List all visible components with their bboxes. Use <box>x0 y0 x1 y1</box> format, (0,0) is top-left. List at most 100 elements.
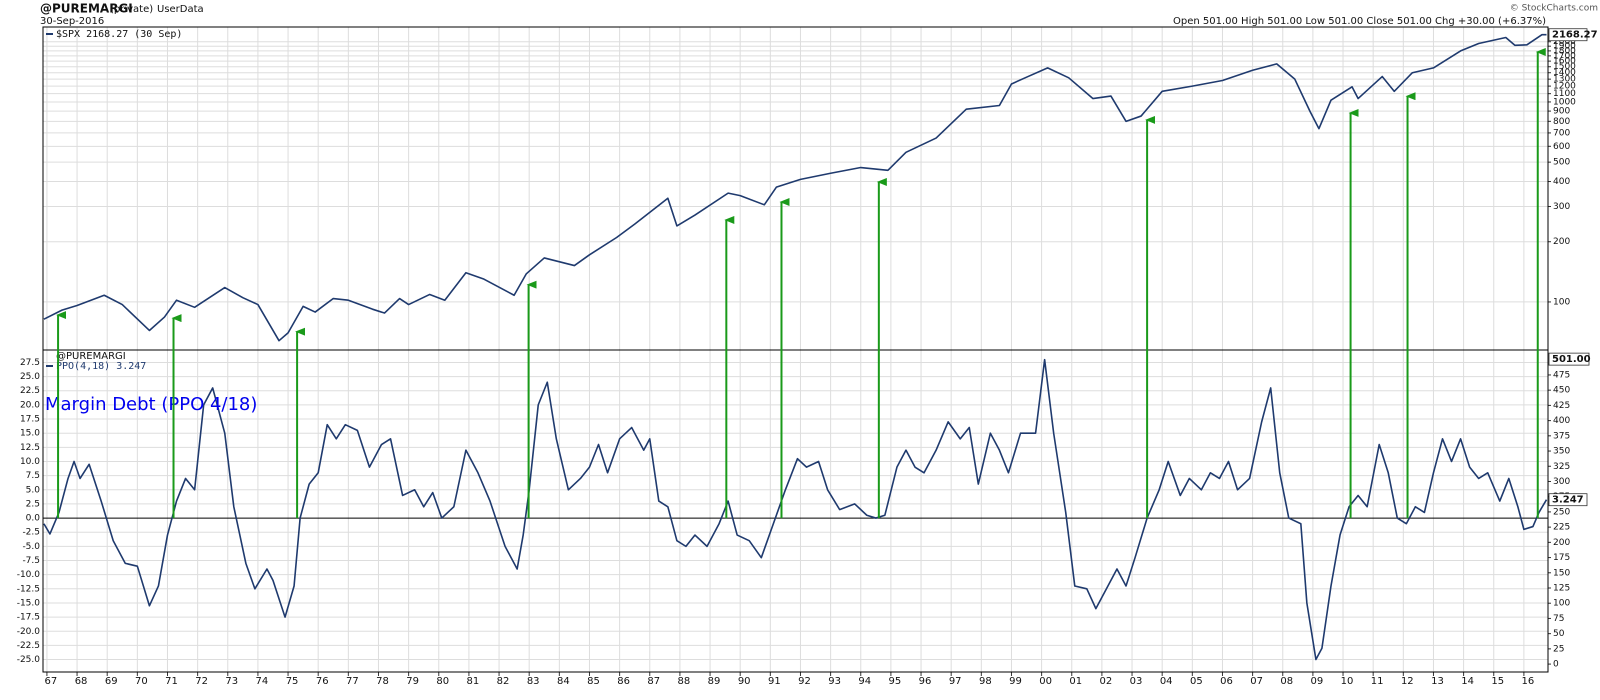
y2-tick-label: 450 <box>1553 386 1570 396</box>
y2-tick-label: 200 <box>1553 538 1570 548</box>
y2-tick-label: 100 <box>1553 599 1570 609</box>
x-tick-label: 15 <box>1491 676 1504 687</box>
x-tick-label: 85 <box>587 676 600 687</box>
y-tick-label: 400 <box>1553 177 1570 187</box>
symbol: @PUREMARGI <box>40 2 133 16</box>
x-tick-label: 93 <box>828 676 841 687</box>
x-tick-label: 92 <box>798 676 811 687</box>
x-tick-label: 72 <box>195 676 208 687</box>
legend: $SPX 2168.27 (30 Sep) <box>56 29 182 40</box>
y2-tick-label: 225 <box>1553 523 1570 533</box>
y2-tick-label: 375 <box>1553 431 1570 441</box>
y-tick-label: 2000 <box>1553 37 1576 47</box>
y-tick-label: 1300 <box>1553 75 1576 85</box>
x-tick-label: 04 <box>1160 676 1173 687</box>
y2-tick-label: 300 <box>1553 477 1570 487</box>
y-tick-label: 100 <box>1553 297 1570 307</box>
x-tick-label: 10 <box>1341 676 1354 687</box>
y-tick-label: 22.5 <box>20 386 40 396</box>
y-tick-label: 900 <box>1553 107 1570 117</box>
x-tick-label: 81 <box>467 676 480 687</box>
x-tick-label: 03 <box>1130 676 1143 687</box>
panel-title: @PUREMARGI <box>56 351 126 362</box>
y2-tick-label: 475 <box>1553 370 1570 380</box>
x-tick-label: 11 <box>1371 676 1384 687</box>
x-tick-label: 83 <box>527 676 540 687</box>
y-tick-label: 7.5 <box>26 471 40 481</box>
x-tick-label: 67 <box>45 676 58 687</box>
y-tick-label: 25.0 <box>20 372 40 382</box>
x-tick-label: 13 <box>1431 676 1444 687</box>
x-tick-label: 94 <box>858 676 871 687</box>
x-tick-label: 82 <box>497 676 510 687</box>
x-tick-label: 09 <box>1311 676 1324 687</box>
y-tick-label: 600 <box>1553 142 1570 152</box>
y2-tick-label: 325 <box>1553 462 1570 472</box>
y-tick-label: 2.5 <box>26 499 40 509</box>
y-tick-label: 27.5 <box>20 358 40 368</box>
x-tick-label: 84 <box>557 676 570 687</box>
x-tick-label: 14 <box>1461 676 1474 687</box>
x-tick-label: 90 <box>738 676 751 687</box>
y2-tick-label: 350 <box>1553 447 1570 457</box>
y-tick-label: -12.5 <box>17 584 40 594</box>
x-tick-label: 16 <box>1522 676 1535 687</box>
date: 30-Sep-2016 <box>40 16 104 27</box>
y-tick-label: 1500 <box>1553 62 1576 72</box>
x-tick-label: 01 <box>1069 676 1082 687</box>
x-tick-label: 05 <box>1190 676 1203 687</box>
y-tick-label: 1400 <box>1553 68 1576 78</box>
x-tick-label: 73 <box>225 676 238 687</box>
x-tick-label: 87 <box>647 676 660 687</box>
y-tick-label: 1100 <box>1553 89 1576 99</box>
y-tick-label: -25.0 <box>17 655 41 665</box>
x-tick-label: 88 <box>678 676 691 687</box>
legend: PPO(4,18) 3.247 <box>56 361 146 372</box>
x-tick-label: 70 <box>135 676 148 687</box>
x-tick-label: 80 <box>436 676 449 687</box>
y2-tick-label: 0 <box>1553 660 1559 670</box>
x-tick-label: 76 <box>316 676 329 687</box>
x-tick-label: 96 <box>919 676 932 687</box>
access: (private) <box>110 4 153 15</box>
y-tick-label: 300 <box>1553 202 1570 212</box>
x-tick-label: 07 <box>1250 676 1263 687</box>
y2-tick-label: 150 <box>1553 568 1570 578</box>
x-tick-label: 89 <box>708 676 721 687</box>
x-tick-label: 12 <box>1401 676 1414 687</box>
x-tick-label: 71 <box>165 676 178 687</box>
y2-tick-label: 50 <box>1553 629 1565 639</box>
credit: © StockCharts.com <box>1510 4 1598 14</box>
y-tick-label: -10.0 <box>17 570 41 580</box>
x-tick-label: 00 <box>1039 676 1052 687</box>
y2-marker-label: 501.00 <box>1552 354 1591 365</box>
y-tick-label: -22.5 <box>17 641 40 651</box>
source: UserData <box>157 4 204 15</box>
series-line <box>43 33 1547 342</box>
y-tick-label: 700 <box>1553 128 1570 138</box>
y-tick-label: 1600 <box>1553 57 1576 67</box>
y2-marker-box <box>1548 352 1590 366</box>
x-tick-label: 78 <box>376 676 389 687</box>
y2-tick-label: 125 <box>1553 584 1570 594</box>
y-tick-label: 200 <box>1553 237 1570 247</box>
y-tick-label: -2.5 <box>22 528 40 538</box>
last-value-label: 2168.27 <box>1552 30 1598 41</box>
x-tick-label: 06 <box>1220 676 1233 687</box>
x-tick-label: 91 <box>768 676 781 687</box>
y2-tick-label: 175 <box>1553 553 1570 563</box>
x-tick-label: 74 <box>256 676 269 687</box>
y-tick-label: 17.5 <box>20 415 40 425</box>
y-tick-label: 1800 <box>1553 46 1576 56</box>
y-tick-label: 10.0 <box>20 457 40 467</box>
y-tick-label: 20.0 <box>20 400 40 410</box>
annotation: Margin Debt (PPO 4/18) <box>45 394 257 415</box>
y-tick-label: 12.5 <box>20 443 40 453</box>
y2-tick-label: 25 <box>1553 644 1564 654</box>
y-tick-label: 5.0 <box>26 485 41 495</box>
x-tick-label: 69 <box>105 676 118 687</box>
y-tick-label: 1700 <box>1553 51 1576 61</box>
last-value-label: 3.247 <box>1552 495 1584 506</box>
x-tick-label: 08 <box>1280 676 1293 687</box>
